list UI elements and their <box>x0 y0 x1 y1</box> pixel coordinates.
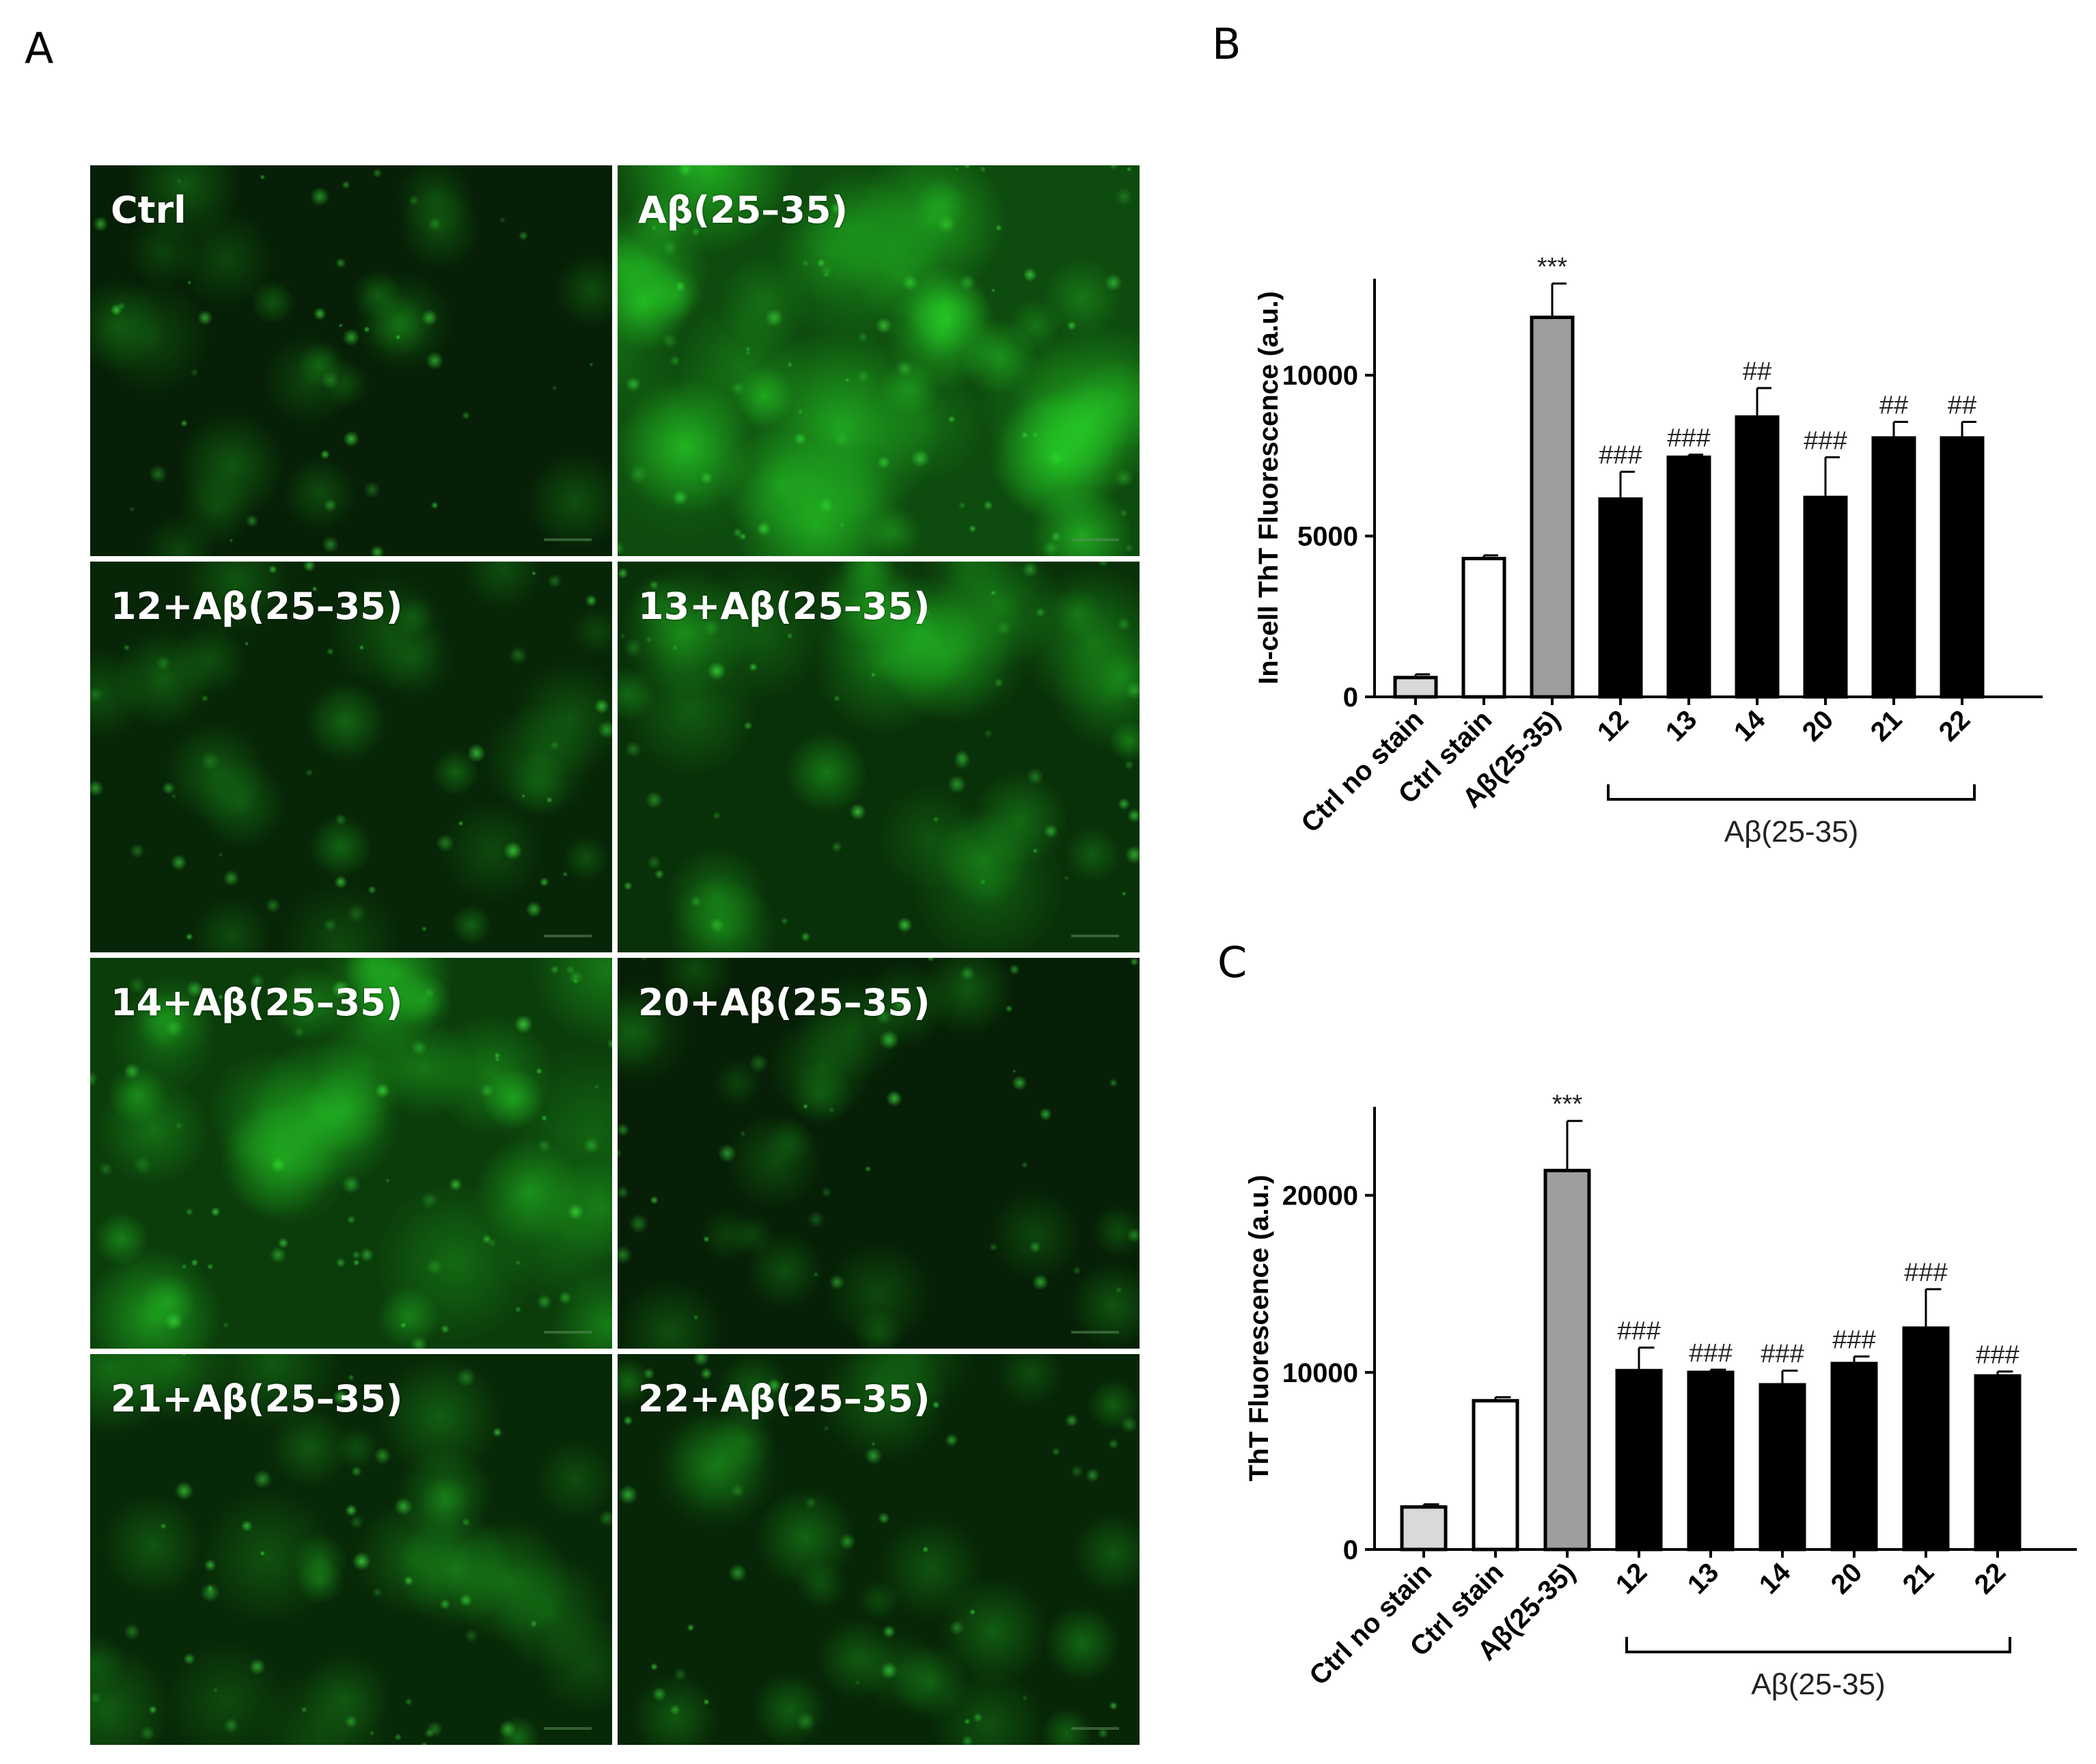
scale-bar <box>1071 1331 1119 1334</box>
panel-letter-a: A <box>25 23 54 73</box>
significance-label: ## <box>1743 357 1771 386</box>
scale-bar <box>544 538 592 541</box>
micrograph-label: Ctrl <box>111 189 187 232</box>
y-tick-label: 0 <box>1343 683 1358 713</box>
significance-label: *** <box>1537 253 1568 281</box>
significance-label: ### <box>1667 424 1710 453</box>
bar <box>1615 1368 1663 1552</box>
y-tick-label: 10000 <box>1282 1358 1358 1388</box>
bar <box>1461 557 1506 699</box>
scale-bar <box>1071 1727 1119 1730</box>
y-tick-label: 5000 <box>1297 522 1358 552</box>
scale-bar <box>544 1331 592 1334</box>
bar <box>1543 1168 1591 1552</box>
significance-label: ### <box>1904 1258 1947 1287</box>
significance-label: ### <box>1804 426 1847 455</box>
x-tick-label: 22 <box>1969 1557 2012 1600</box>
micrograph-label: Aβ(25–35) <box>638 189 849 232</box>
significance-label: ## <box>1879 391 1908 419</box>
x-tick-label: 13 <box>1682 1557 1725 1600</box>
significance-label: ### <box>1617 1317 1660 1346</box>
x-tick-label: 12 <box>1610 1557 1653 1600</box>
micrograph-label: 12+Aβ(25–35) <box>111 585 403 628</box>
bar <box>1400 1505 1448 1552</box>
bar <box>1687 1370 1735 1552</box>
bar <box>1940 436 1985 699</box>
y-axis-label: ThT Fluorescence (a.u.) <box>1244 1175 1274 1482</box>
bar <box>1830 1362 1878 1552</box>
micrograph-tile: 22+Aβ(25–35) <box>618 1354 1140 1745</box>
bar <box>1902 1326 1950 1552</box>
x-tick-label: 14 <box>1754 1557 1797 1600</box>
significance-label: ### <box>1761 1340 1804 1368</box>
micrograph-tile: Ctrl <box>90 165 612 556</box>
scale-bar <box>544 1727 592 1730</box>
y-tick-label: 0 <box>1343 1535 1358 1565</box>
significance-label: ## <box>1948 391 1976 419</box>
bar <box>1666 455 1711 699</box>
significance-label: *** <box>1552 1090 1583 1119</box>
x-tick-label: 20 <box>1825 1557 1869 1600</box>
micrograph-label: 14+Aβ(25–35) <box>111 981 403 1024</box>
scale-bar <box>1071 935 1119 937</box>
significance-label: ### <box>1599 441 1642 469</box>
bar <box>1974 1374 2022 1552</box>
y-tick-label: 10000 <box>1282 361 1358 391</box>
micrograph-tile: 12+Aβ(25–35) <box>90 562 612 952</box>
panel-letter-c: C <box>1217 937 1247 987</box>
micrograph-label: 20+Aβ(25–35) <box>638 981 930 1024</box>
y-tick-label: 20000 <box>1282 1181 1358 1211</box>
group-bracket <box>1607 784 1976 801</box>
bar <box>1759 1383 1806 1552</box>
group-bracket-label: Aβ(25-35) <box>1751 1668 1886 1701</box>
significance-label: ### <box>1689 1339 1732 1368</box>
significance-label: ### <box>1976 1341 2019 1370</box>
bar <box>1472 1398 1519 1552</box>
bar <box>1871 436 1916 699</box>
group-bracket-label: Aβ(25-35) <box>1724 815 1859 849</box>
x-tick-label: Ctrl no stain <box>1304 1557 1437 1691</box>
micrograph-label: 21+Aβ(25–35) <box>111 1377 403 1420</box>
x-tick-label: 21 <box>1897 1557 1940 1600</box>
micrograph-label: 22+Aβ(25–35) <box>638 1377 930 1420</box>
micrograph-label: 13+Aβ(25–35) <box>638 585 930 628</box>
scale-bar <box>1071 538 1119 541</box>
micrograph-tile: 20+Aβ(25–35) <box>618 958 1140 1349</box>
panel-letter-b: B <box>1212 19 1241 69</box>
y-axis-label: In-cell ThT Fluorescence (a.u.) <box>1254 291 1284 685</box>
significance-label: ### <box>1832 1325 1875 1354</box>
micrograph-tile: Aβ(25–35) <box>618 165 1140 556</box>
scale-bar <box>544 935 592 937</box>
micrograph-tile: 21+Aβ(25–35) <box>90 1354 612 1745</box>
micrograph-tile: 14+Aβ(25–35) <box>90 958 612 1349</box>
micrograph-tile: 13+Aβ(25–35) <box>618 562 1140 952</box>
micrograph-grid: Ctrl Aβ(25–35) 12+Aβ(25–35) 13+Aβ(25–35) 14+… <box>90 165 1140 1745</box>
group-bracket <box>1625 1637 2011 1653</box>
